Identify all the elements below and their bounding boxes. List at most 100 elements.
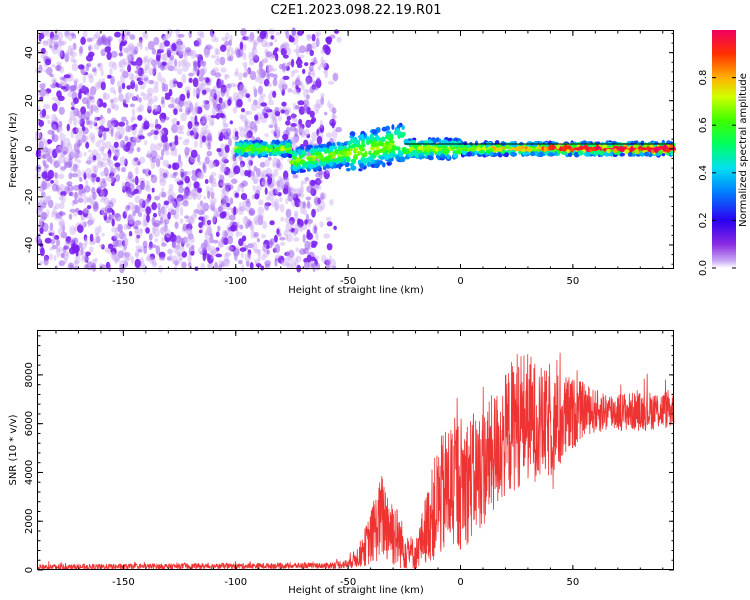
- noise-point: [206, 262, 214, 269]
- noise-point: [240, 38, 244, 43]
- noise-point: [95, 232, 100, 242]
- noise-point: [56, 246, 63, 253]
- noise-point: [233, 165, 241, 175]
- noise-point: [91, 149, 99, 157]
- signal-point: [370, 159, 375, 165]
- noise-point: [287, 62, 292, 66]
- noise-point: [255, 249, 262, 253]
- noise-point: [238, 126, 244, 131]
- noise-point: [286, 115, 292, 121]
- noise-point: [161, 134, 167, 143]
- noise-point: [207, 245, 213, 250]
- noise-point: [72, 127, 79, 135]
- noise-point: [188, 72, 194, 77]
- noise-point: [112, 61, 118, 71]
- noise-point: [225, 85, 231, 92]
- noise-point: [300, 180, 308, 185]
- noise-point: [168, 183, 174, 191]
- signal-point: [427, 140, 434, 145]
- noise-point: [57, 31, 64, 41]
- noise-point: [289, 216, 295, 225]
- noise-point: [250, 171, 255, 177]
- signal-point: [524, 151, 530, 156]
- noise-point: [237, 231, 243, 236]
- noise-point: [295, 247, 299, 252]
- noise-point: [92, 120, 96, 126]
- noise-point: [119, 41, 127, 47]
- noise-point: [38, 120, 45, 127]
- noise-point: [202, 164, 207, 174]
- noise-point: [87, 197, 93, 203]
- noise-point: [310, 263, 315, 268]
- noise-point: [197, 202, 203, 212]
- noise-point: [187, 127, 191, 137]
- noise-point: [195, 54, 202, 58]
- signal-point: [379, 156, 385, 160]
- signal-point: [237, 142, 243, 148]
- noise-point: [250, 171, 255, 181]
- noise-point: [315, 232, 319, 241]
- noise-point: [226, 235, 234, 245]
- noise-point: [263, 113, 269, 119]
- noise-point: [272, 157, 279, 166]
- noise-point: [114, 149, 120, 159]
- noise-point: [81, 125, 86, 132]
- noise-point: [235, 68, 239, 75]
- noise-point: [247, 67, 252, 74]
- noise-point: [162, 159, 170, 167]
- noise-point: [219, 56, 226, 66]
- noise-point: [313, 103, 321, 112]
- noise-point: [290, 123, 297, 127]
- noise-point: [161, 53, 166, 61]
- noise-point: [233, 206, 237, 216]
- noise-point: [319, 62, 327, 68]
- noise-point: [88, 75, 94, 83]
- noise-point: [164, 95, 171, 100]
- y-tick-label: 6000: [24, 411, 35, 436]
- noise-point: [287, 211, 292, 216]
- signal-point: [398, 151, 404, 157]
- noise-point: [279, 236, 286, 241]
- noise-point: [155, 54, 161, 62]
- noise-point: [257, 253, 261, 262]
- noise-point: [259, 177, 266, 187]
- noise-point: [53, 160, 60, 169]
- noise-point: [129, 34, 136, 40]
- noise-point: [51, 113, 57, 122]
- noise-point: [56, 65, 60, 71]
- noise-point: [174, 260, 179, 266]
- noise-point: [175, 244, 181, 250]
- signal-point: [391, 124, 395, 130]
- noise-point: [223, 123, 228, 131]
- noise-point: [99, 197, 106, 203]
- noise-point: [60, 167, 66, 172]
- noise-point: [101, 157, 108, 162]
- noise-point: [37, 105, 41, 112]
- signal-point: [336, 141, 341, 146]
- noise-point: [243, 65, 248, 72]
- noise-point: [98, 180, 104, 186]
- noise-point: [238, 238, 244, 247]
- noise-point: [62, 81, 68, 87]
- noise-point: [225, 32, 230, 40]
- noise-point: [311, 208, 316, 218]
- noise-point: [279, 177, 285, 186]
- noise-point: [146, 102, 153, 111]
- noise-point: [63, 150, 67, 155]
- noise-point: [41, 40, 49, 45]
- signal-point: [669, 144, 674, 149]
- noise-point: [141, 73, 145, 78]
- noise-point: [225, 122, 229, 128]
- noise-point: [45, 58, 52, 66]
- noise-point: [119, 68, 126, 73]
- noise-point: [211, 117, 215, 126]
- noise-point: [300, 54, 305, 59]
- signal-point: [446, 154, 450, 160]
- noise-point: [66, 123, 71, 132]
- noise-point: [42, 147, 49, 153]
- noise-point: [63, 137, 71, 148]
- noise-point: [315, 104, 323, 109]
- noise-point: [274, 198, 280, 205]
- noise-point: [214, 261, 219, 270]
